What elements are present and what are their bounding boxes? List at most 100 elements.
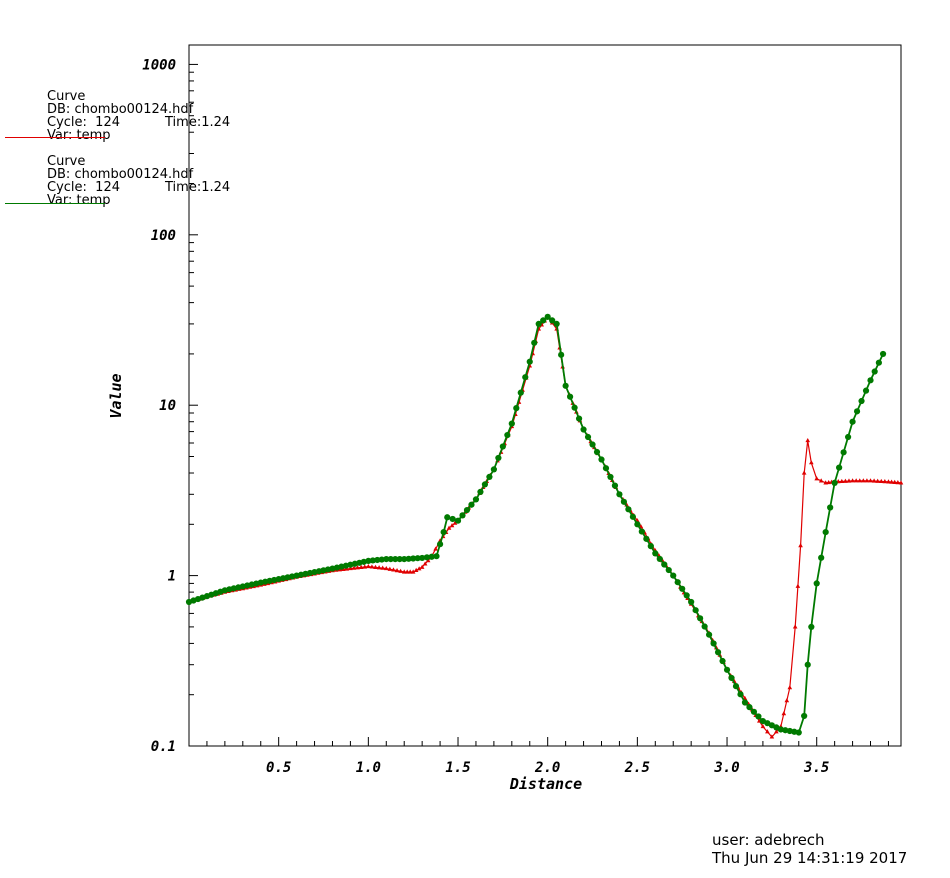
data-point xyxy=(871,368,878,375)
data-point xyxy=(765,729,770,734)
legend-title: Curve xyxy=(47,89,86,104)
data-point xyxy=(701,623,708,630)
data-point xyxy=(683,592,690,599)
data-point xyxy=(638,528,645,535)
data-point xyxy=(392,555,399,563)
data-point xyxy=(656,555,663,563)
data-point xyxy=(818,478,824,483)
data-point xyxy=(449,515,456,523)
legend-cycle-row: Cycle: 124 Time:1.24 xyxy=(47,181,230,194)
data-point xyxy=(358,564,364,569)
series-line xyxy=(188,315,884,734)
data-point xyxy=(871,478,877,483)
data-point xyxy=(787,685,793,690)
data-point xyxy=(798,542,803,548)
data-point xyxy=(805,437,811,443)
data-point xyxy=(380,565,385,570)
data-point xyxy=(746,704,753,711)
data-point xyxy=(868,478,873,483)
data-point xyxy=(366,563,371,569)
data-point xyxy=(531,339,538,346)
data-point xyxy=(513,405,520,412)
data-point xyxy=(732,683,740,690)
data-point xyxy=(369,564,375,569)
x-axis-title: Distance xyxy=(509,775,582,793)
data-point xyxy=(383,555,390,563)
data-point xyxy=(818,554,825,561)
data-point xyxy=(459,512,466,519)
data-point xyxy=(481,481,489,488)
data-point xyxy=(495,454,502,462)
data-point xyxy=(468,501,475,508)
data-point xyxy=(670,572,677,579)
data-point xyxy=(857,478,863,483)
data-point xyxy=(398,568,403,573)
data-point xyxy=(589,441,596,448)
data-point xyxy=(383,565,389,571)
plot-frame xyxy=(188,44,902,747)
data-point xyxy=(472,496,480,503)
data-point xyxy=(809,460,814,465)
data-point xyxy=(535,320,542,328)
data-point xyxy=(665,566,672,574)
data-point xyxy=(839,478,845,484)
data-point xyxy=(808,623,815,630)
data-point xyxy=(879,350,887,358)
legend-cycle: Cycle: 124 xyxy=(47,180,120,195)
legend-entry-2: Curve DB: chombo00124.hdf Cycle: 124 Tim… xyxy=(47,155,230,207)
data-point xyxy=(571,404,578,411)
data-point xyxy=(454,517,462,524)
data-point xyxy=(369,557,376,564)
data-point xyxy=(558,351,565,358)
data-point xyxy=(661,561,668,568)
axis-ticks: 0.5 1.0 1.5 2.0 2.5 3.0 3.5 0.1 1 10 100 1000 xyxy=(142,57,889,776)
data-point xyxy=(544,313,551,320)
y-tick-label: 10 xyxy=(159,398,176,414)
data-point xyxy=(864,478,870,483)
footer-user: user: adebrech xyxy=(712,831,825,849)
data-point xyxy=(862,387,870,394)
data-point xyxy=(567,393,574,400)
data-point xyxy=(562,382,569,389)
x-tick-label: 1.0 xyxy=(356,760,381,776)
legend-cycle-row: Cycle: 124 Time:1.24 xyxy=(47,116,230,129)
data-point xyxy=(719,657,726,665)
data-point xyxy=(391,567,396,572)
legend-time: Time:1.24 xyxy=(165,115,231,130)
x-tick-label: 2.5 xyxy=(624,760,650,776)
data-point xyxy=(351,565,357,570)
x-tick-label: 3.5 xyxy=(803,760,829,776)
data-point xyxy=(607,473,614,481)
data-point xyxy=(428,553,435,560)
legend-db: DB: chombo00124.hdf xyxy=(47,167,194,182)
data-point xyxy=(804,661,811,668)
data-point xyxy=(410,555,417,562)
data-point xyxy=(688,598,695,606)
data-point xyxy=(652,550,659,557)
data-point xyxy=(414,555,421,562)
data-point xyxy=(337,567,342,572)
data-point xyxy=(895,480,901,485)
data-point xyxy=(827,504,834,511)
data-point xyxy=(401,569,407,574)
data-point xyxy=(444,514,451,521)
data-point xyxy=(419,564,425,569)
data-point xyxy=(849,418,856,425)
data-point xyxy=(892,479,898,484)
data-point xyxy=(504,431,511,439)
data-point xyxy=(410,569,416,574)
data-point xyxy=(836,464,843,471)
data-point xyxy=(449,523,455,528)
data-point xyxy=(643,535,650,542)
data-point xyxy=(728,674,735,682)
series-layer xyxy=(185,313,904,739)
data-point xyxy=(387,566,393,571)
data-point xyxy=(755,713,762,720)
data-point xyxy=(396,555,403,563)
data-point xyxy=(697,615,704,622)
data-point xyxy=(784,698,790,703)
data-point xyxy=(404,569,410,574)
data-point xyxy=(760,723,766,729)
data-point xyxy=(858,397,865,405)
data-point xyxy=(540,317,547,324)
